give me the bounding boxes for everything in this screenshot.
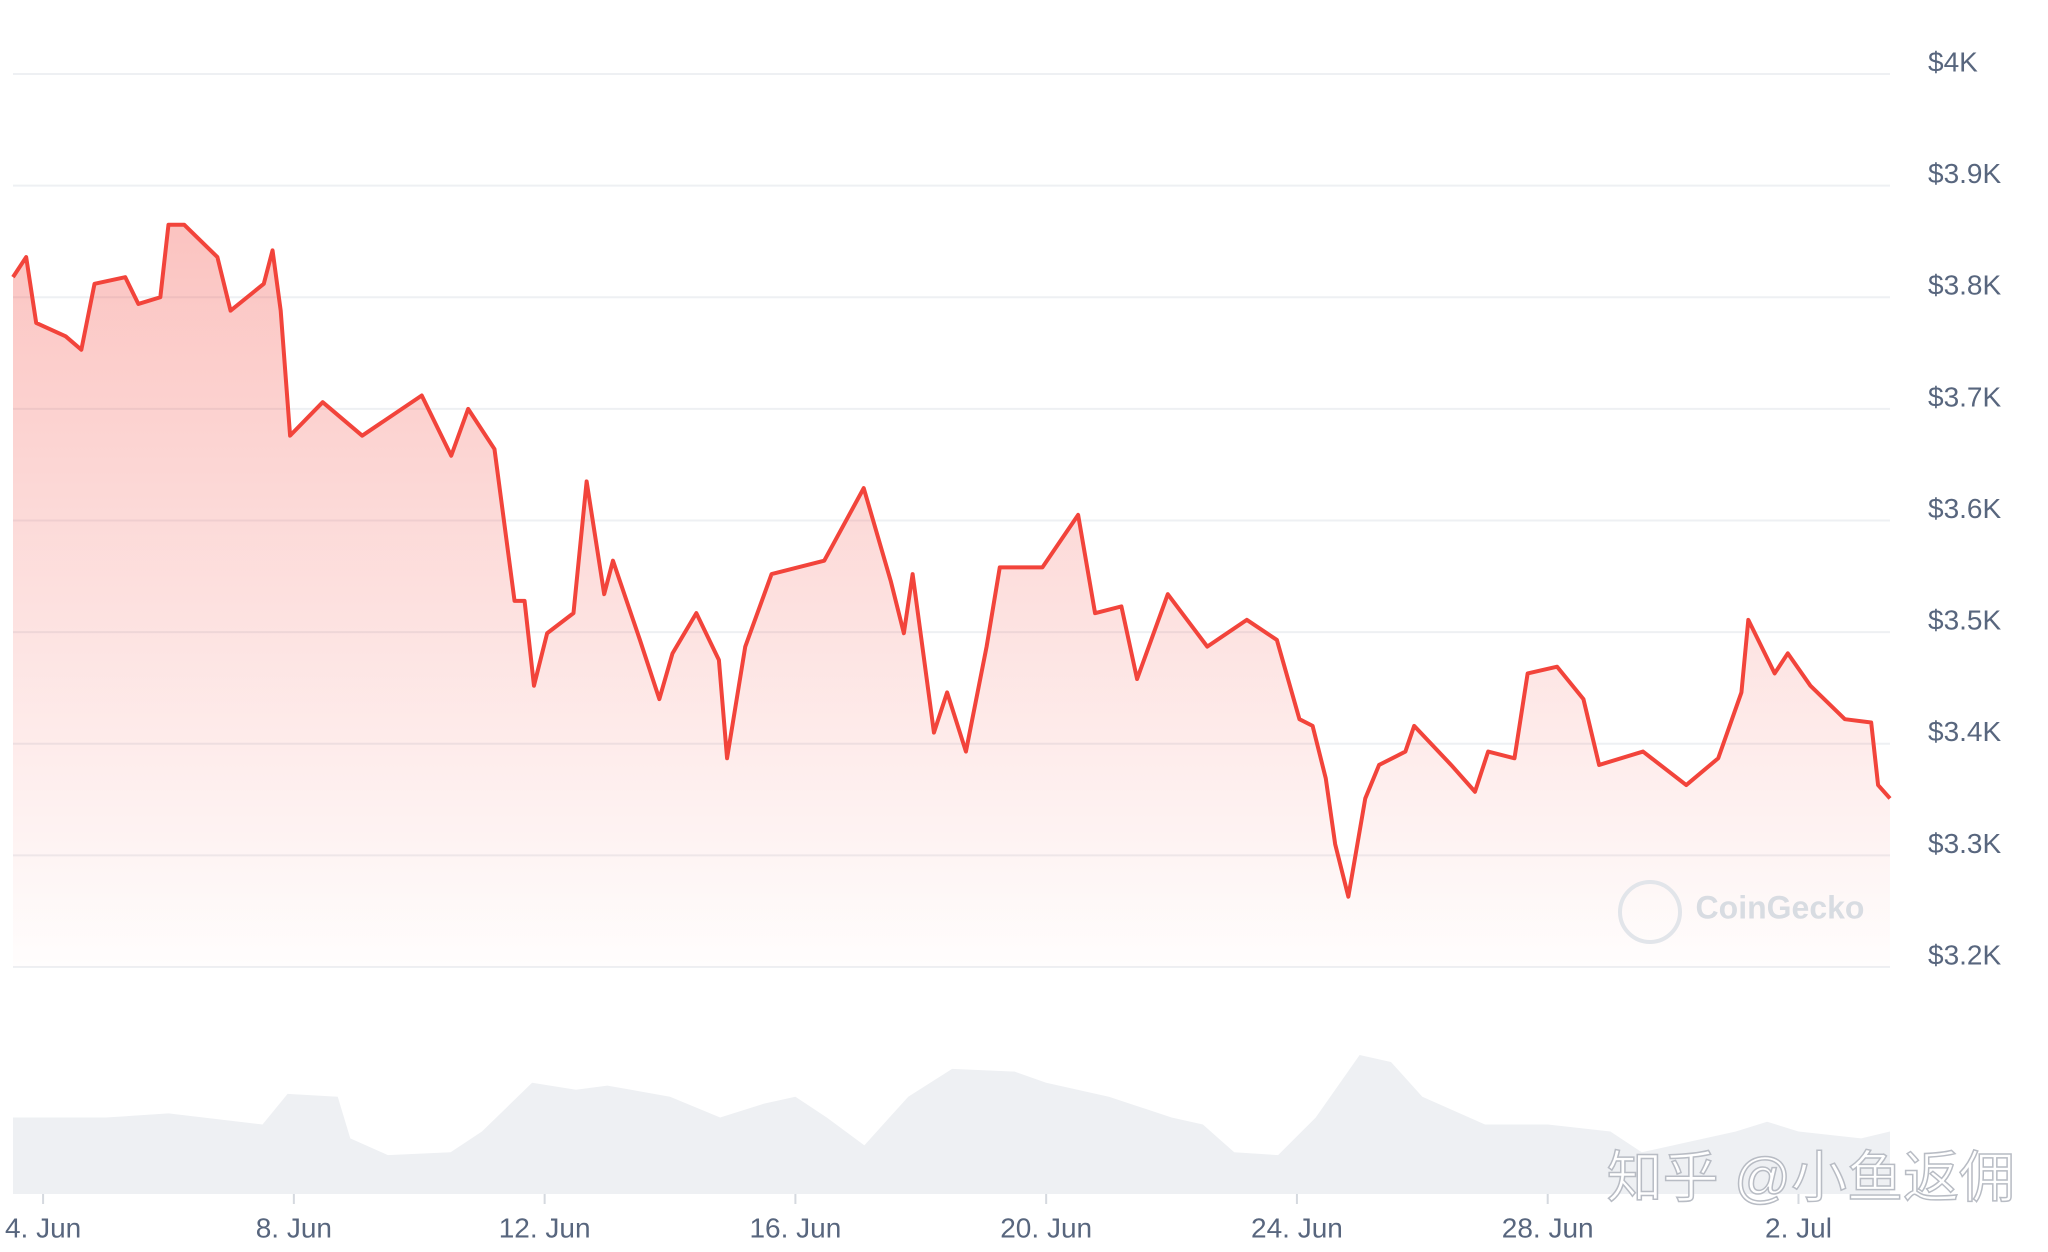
y-tick-label: $3.9K [1928, 158, 2001, 189]
x-tick-label: 28. Jun [1502, 1212, 1594, 1243]
y-tick-label: $3.6K [1928, 493, 2001, 524]
x-tick-label: 16. Jun [749, 1212, 841, 1243]
x-tick-label: 12. Jun [499, 1212, 591, 1243]
y-tick-label: $3.7K [1928, 381, 2001, 412]
y-tick-label: $3.4K [1928, 716, 2001, 747]
watermark: 知乎 @小鱼返佣 [1607, 1146, 2015, 1209]
x-tick-label: 8. Jun [256, 1212, 332, 1243]
y-tick-label: $3.3K [1928, 828, 2001, 859]
y-tick-label: $3.2K [1928, 939, 2001, 970]
price-area [13, 224, 1890, 968]
y-tick-label: $3.8K [1928, 270, 2001, 301]
watermark: CoinGecko [1696, 889, 1865, 925]
x-tick-label: 20. Jun [1000, 1212, 1092, 1243]
y-tick-label: $3.5K [1928, 605, 2001, 636]
y-tick-label: $4K [1928, 46, 1978, 77]
price-line [11, 222, 1892, 899]
x-tick-label: 4. Jun [5, 1212, 81, 1243]
x-tick-label: 24. Jun [1251, 1212, 1343, 1243]
x-tick-label: 2. Jul [1765, 1212, 1832, 1243]
watermark-logo [1618, 880, 1682, 944]
volume-area [13, 1055, 1890, 1194]
